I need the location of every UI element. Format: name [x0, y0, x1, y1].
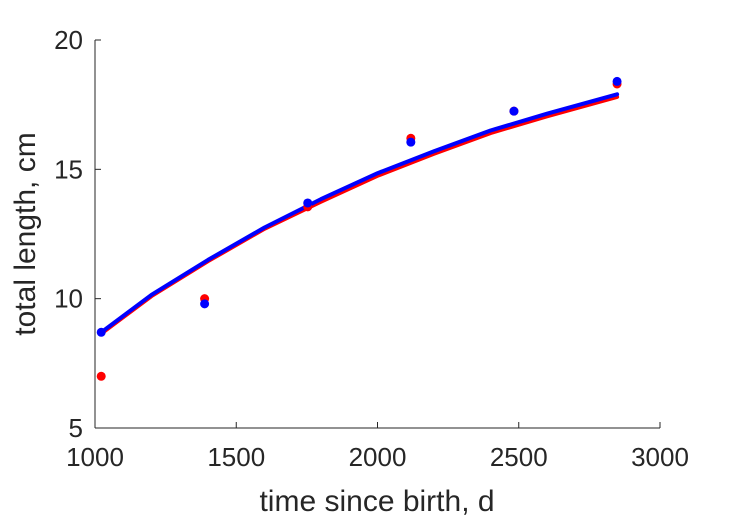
x-tick-label: 1000 — [66, 442, 124, 472]
x-tick-label: 3000 — [631, 442, 689, 472]
x-tick-label: 1500 — [207, 442, 265, 472]
data-point — [303, 198, 313, 208]
series-points — [96, 76, 622, 381]
series-line — [99, 92, 620, 335]
x-tick-label: 2500 — [490, 442, 548, 472]
data-point — [96, 371, 106, 381]
axes — [94, 40, 660, 429]
y-tick-label: 15 — [54, 154, 83, 184]
data-point — [612, 76, 622, 86]
ticks: 1000 1500 2000 2500 3000 5 10 15 20 — [54, 25, 689, 472]
y-tick-label: 5 — [69, 413, 83, 443]
y-axis-label: total length, cm — [9, 132, 42, 335]
series-line — [99, 94, 620, 336]
data-point — [509, 106, 519, 116]
y-tick-label: 10 — [54, 284, 83, 314]
data-point — [200, 299, 210, 309]
data-point — [406, 137, 416, 147]
x-axis-label: time since birth, d — [259, 485, 494, 518]
x-tick-label: 2000 — [349, 442, 407, 472]
data-point — [96, 327, 106, 337]
y-tick-label: 20 — [54, 25, 83, 55]
series-lines — [99, 92, 620, 336]
